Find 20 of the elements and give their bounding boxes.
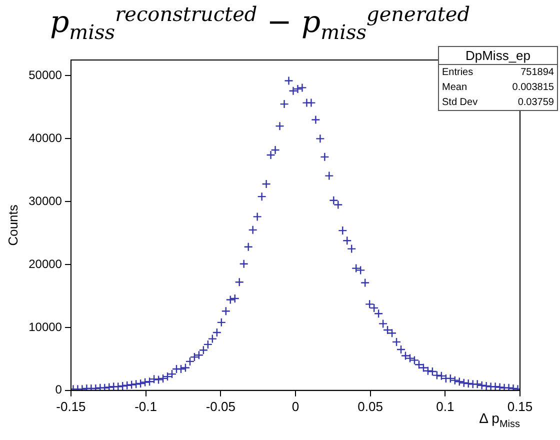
y-tick-label: 40000 (28, 130, 62, 145)
x-tick-label: -0.05 (206, 398, 236, 414)
y-tick-label: 0 (55, 382, 62, 397)
y-tick-label: 10000 (28, 320, 62, 334)
y-tick-label: 20000 (28, 256, 62, 271)
y-axis-title: Counts (5, 204, 20, 246)
annotation: Std Dev (442, 97, 478, 108)
y-tick-label: 50000 (28, 68, 62, 82)
x-tick-label: 0 (292, 398, 300, 414)
annotation: DpMiss_ep (439, 47, 557, 65)
text: 751894 (520, 67, 554, 78)
annotation: Mean (442, 82, 468, 93)
x-tick-label: 0.05 (358, 398, 383, 414)
annotation: Entries (442, 67, 474, 78)
x-tick-label: -0.15 (56, 398, 86, 414)
x-tick-label: -0.1 (134, 398, 158, 414)
annotation: 0.03759 (518, 97, 554, 108)
y-tick-label: 30000 (28, 194, 62, 208)
annotation: 0.003815 (512, 82, 554, 93)
x-tick-label: 0.1 (436, 398, 454, 414)
